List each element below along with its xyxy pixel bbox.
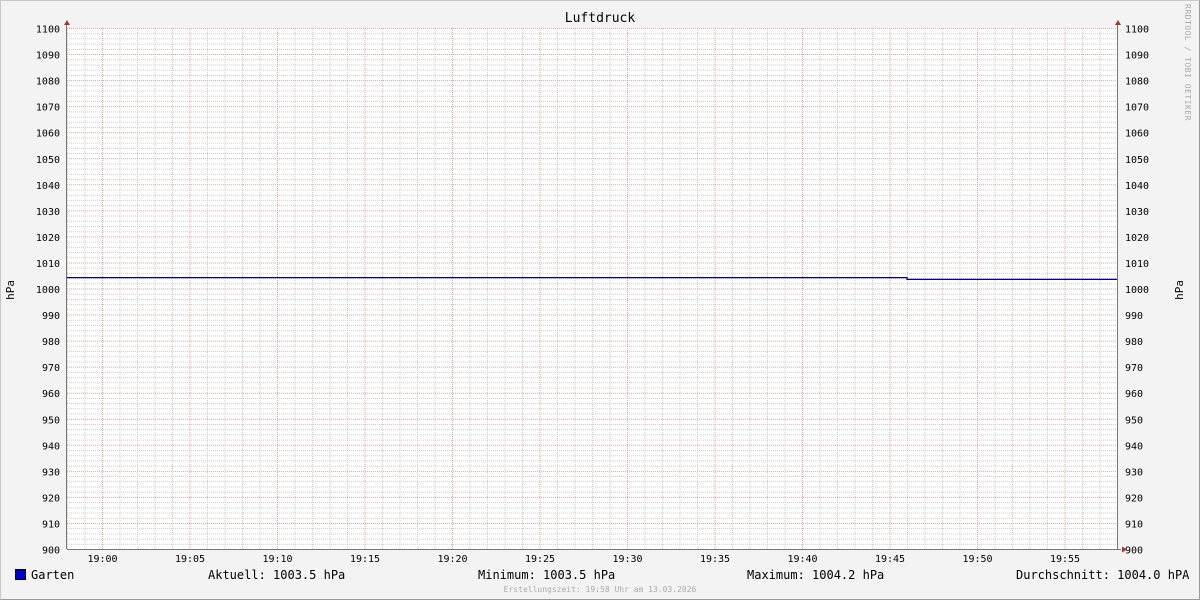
x-tick-label: 19:00 — [87, 554, 117, 565]
y-tick-label-left: 920 — [42, 493, 60, 504]
y-tick-label-right: 930 — [1125, 467, 1143, 478]
y-tick-label-left: 900 — [42, 546, 60, 557]
y-tick-label-left: 1090 — [36, 51, 60, 62]
y-tick-label-right: 1010 — [1125, 259, 1149, 270]
legend-average: Durchschnitt: 1004.0 hPA — [1016, 568, 1190, 582]
x-axis-arrow — [1122, 546, 1127, 553]
y-tick-label-left: 910 — [42, 519, 60, 530]
y-tick-label-left: 960 — [42, 389, 60, 400]
y-tick-label-left: 990 — [42, 311, 60, 322]
y-tick-label-left: 980 — [42, 337, 60, 348]
y-tick-label-left: 1010 — [36, 259, 60, 270]
y-tick-label-right: 1080 — [1125, 77, 1149, 88]
y-tick-label-left: 1000 — [36, 285, 60, 296]
y-axis-arrow-right — [1115, 20, 1121, 25]
y-tick-label-right: 940 — [1125, 441, 1143, 452]
y-tick-label-left: 930 — [42, 467, 60, 478]
y-tick-label-left: 940 — [42, 441, 60, 452]
y-tick-label-right: 950 — [1125, 415, 1143, 426]
y-tick-label-right: 960 — [1125, 389, 1143, 400]
x-tick-label: 19:25 — [525, 554, 555, 565]
y-tick-label-left: 950 — [42, 415, 60, 426]
rrdtool-watermark: RRDTOOL / TOBI OETIKER — [1183, 4, 1192, 121]
creation-time-footer: Erstellungszeit: 19:58 Uhr am 13.03.2026 — [503, 585, 697, 594]
x-tick-label: 19:35 — [700, 554, 730, 565]
y-tick-label-right: 1050 — [1125, 155, 1149, 166]
series-line-garten — [67, 276, 1117, 281]
y-tick-label-left: 970 — [42, 363, 60, 374]
y-tick-label-right: 910 — [1125, 519, 1143, 530]
legend-maximum: Maximum: 1004.2 hPa — [747, 568, 885, 582]
y-tick-label-right: 1090 — [1125, 51, 1149, 62]
y-tick-label-left: 1020 — [36, 233, 60, 244]
y-tick-label-right: 970 — [1125, 363, 1143, 374]
y-tick-label-left: 1070 — [36, 103, 60, 114]
y-tick-label-right: 1040 — [1125, 181, 1149, 192]
y-tick-label-right: 980 — [1125, 337, 1143, 348]
legend-current: Aktuell: 1003.5 hPa — [208, 568, 346, 582]
y-tick-label-left: 1060 — [36, 129, 60, 140]
y-tick-label-left: 1040 — [36, 181, 60, 192]
legend-series-name: Garten — [31, 568, 75, 582]
x-tick-label: 19:45 — [875, 554, 905, 565]
chart-title: Luftdruck — [564, 11, 636, 26]
y-tick-label-right: 1030 — [1125, 207, 1149, 218]
x-tick-label: 19:05 — [175, 554, 205, 565]
y-tick-label-right: 1070 — [1125, 103, 1149, 114]
y-tick-label-right: 920 — [1125, 493, 1143, 504]
x-tick-label: 19:20 — [437, 554, 467, 565]
y-tick-label-right: 1060 — [1125, 129, 1149, 140]
y-tick-label-right: 990 — [1125, 311, 1143, 322]
y-tick-label-right: 1100 — [1125, 25, 1149, 36]
legend-series: Garten — [15, 568, 74, 582]
x-tick-label: 19:50 — [962, 554, 992, 565]
legend-swatch — [15, 569, 26, 580]
y-tick-label-left: 1050 — [36, 155, 60, 166]
y-tick-label-right: 1020 — [1125, 233, 1149, 244]
y-tick-label-left: 1030 — [36, 207, 60, 218]
x-tick-label: 19:55 — [1050, 554, 1080, 565]
y-tick-label-right: 1000 — [1125, 285, 1149, 296]
x-tick-label: 19:30 — [612, 554, 642, 565]
x-tick-label: 19:10 — [262, 554, 292, 565]
y-tick-label-right: 900 — [1125, 546, 1143, 557]
x-tick-label: 19:40 — [787, 554, 817, 565]
y-tick-label-left: 1080 — [36, 77, 60, 88]
x-tick-label: 19:15 — [350, 554, 380, 565]
y-tick-label-left: 1100 — [36, 25, 60, 36]
y-axis-arrow-left — [64, 20, 70, 25]
legend-minimum: Minimum: 1003.5 hPa — [478, 568, 616, 582]
